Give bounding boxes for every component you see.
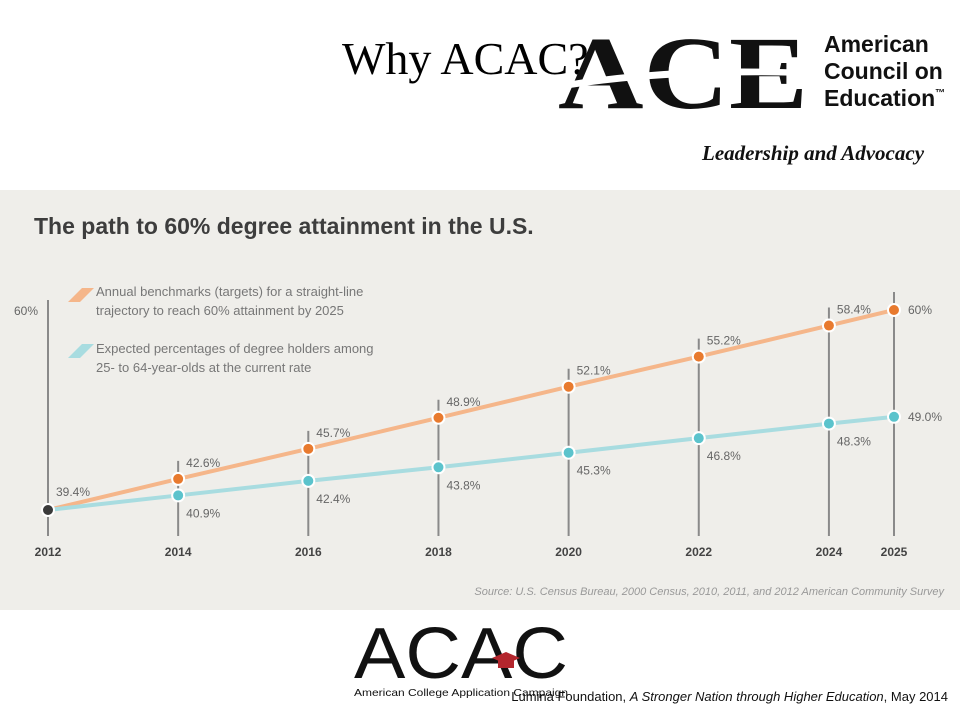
legend-expected-line2: 25- to 64-year-olds at the current rate	[96, 360, 311, 375]
x-tick-label: 2014	[165, 545, 192, 559]
expected-point-2018	[431, 460, 446, 475]
benchmark-point-2022	[691, 349, 706, 364]
start-point	[41, 503, 55, 517]
chart-marks: 2012 2014 2016 2018 2020 2022 2024 2025 39.4% 42.…	[35, 292, 942, 559]
benchmark-label-2020: 52.1%	[577, 364, 611, 378]
expected-point-2024	[821, 416, 836, 431]
citation: Lumina Foundation, A Stronger Nation thr…	[511, 689, 948, 704]
benchmark-point-2016	[301, 441, 316, 456]
ace-logo: ACE American Council on Education™ Leade…	[558, 24, 945, 165]
benchmark-point-2024	[821, 318, 836, 333]
x-tick-label: 2022	[685, 545, 712, 559]
acac-logo-mark: ACAC	[354, 618, 568, 694]
expected-label-2024: 48.3%	[837, 435, 871, 449]
benchmark-label-2016: 45.7%	[316, 426, 350, 440]
expected-point-2022	[691, 431, 706, 446]
legend: Annual benchmarks (targets) for a straig…	[68, 284, 374, 375]
citation-prefix: Lumina Foundation,	[511, 689, 630, 704]
x-tick-label: 2024	[816, 545, 843, 559]
ace-logo-mark: ACE	[558, 24, 808, 131]
legend-benchmarks-line1: Annual benchmarks (targets) for a straig…	[96, 284, 363, 299]
legend-marker-benchmarks	[68, 288, 94, 302]
ace-logo-line1: American	[824, 31, 929, 57]
start-label: 39.4%	[56, 485, 90, 499]
expected-point-2025	[887, 409, 901, 424]
benchmark-point-2020	[561, 379, 576, 394]
expected-label-2022: 46.8%	[707, 449, 741, 463]
benchmark-point-2014	[171, 471, 186, 486]
x-tick-label: 2016	[295, 545, 322, 559]
legend-marker-expected	[68, 344, 94, 358]
expected-label-2016: 42.4%	[316, 492, 350, 506]
benchmark-point-2018	[431, 410, 446, 425]
benchmark-label-2014: 42.6%	[186, 456, 220, 470]
chart-panel: The path to 60% degree attainment in the…	[0, 190, 960, 610]
benchmark-label-2025: 60%	[908, 303, 932, 317]
y-top-label: 60%	[14, 304, 38, 318]
legend-benchmarks-line2: trajectory to reach 60% attainment by 20…	[96, 303, 344, 318]
acac-logo: ACAC American College Application Campai…	[354, 618, 568, 699]
x-tick-label: 2020	[555, 545, 582, 559]
ace-logo-tagline: Leadership and Advocacy	[701, 141, 925, 165]
citation-title: A Stronger Nation through Higher Educati…	[629, 689, 884, 704]
ace-logo-line3: Education™	[824, 85, 945, 111]
benchmark-label-2018: 48.9%	[446, 395, 480, 409]
expected-label-2014: 40.9%	[186, 506, 220, 520]
benchmark-label-2022: 55.2%	[707, 334, 741, 348]
chart-source: Source: U.S. Census Bureau, 2000 Census,…	[474, 586, 945, 598]
expected-point-2020	[561, 445, 576, 460]
chart-title: The path to 60% degree attainment in the…	[34, 213, 534, 239]
series-line-expected	[47, 414, 895, 512]
slide-title: Why ACAC?	[342, 33, 589, 84]
series-line-benchmarks	[47, 308, 895, 512]
legend-expected-line1: Expected percentages of degree holders a…	[96, 341, 374, 356]
ace-logo-swoosh	[566, 68, 806, 88]
expected-label-2020: 45.3%	[577, 464, 611, 478]
expected-label-2025: 49.0%	[908, 410, 942, 424]
ace-logo-line2: Council on	[824, 58, 943, 84]
expected-label-2018: 43.8%	[446, 478, 480, 492]
graduation-cap-icon	[492, 652, 520, 668]
benchmark-point-2025	[887, 303, 901, 317]
degree-attainment-chart: The path to 60% degree attainment in the…	[14, 213, 945, 598]
x-tick-label: 2012	[35, 545, 62, 559]
expected-point-2016	[301, 473, 316, 488]
acac-logo-name: American College Application Campaign	[354, 687, 568, 699]
benchmark-label-2024: 58.4%	[837, 303, 871, 317]
x-tick-label: 2025	[881, 545, 908, 559]
expected-point-2014	[171, 488, 186, 503]
citation-suffix: , May 2014	[883, 689, 948, 704]
x-tick-label: 2018	[425, 545, 452, 559]
